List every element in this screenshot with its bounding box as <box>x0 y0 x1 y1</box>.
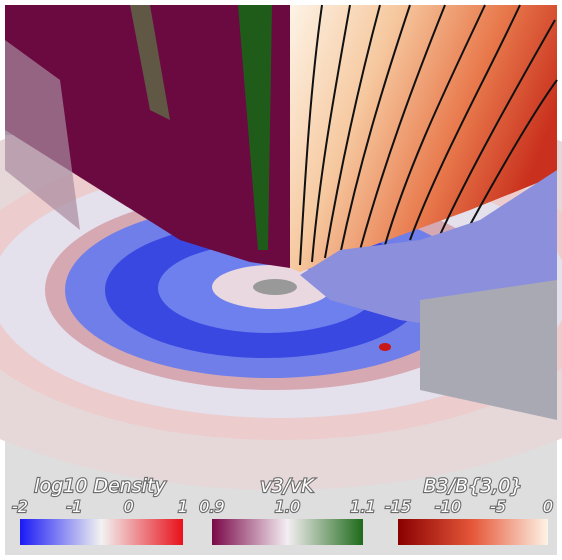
colorbar-tick-label: -5 <box>490 497 506 516</box>
colorbar-title: log10 Density <box>34 475 166 497</box>
colorbar-tick-label: 0 <box>124 497 134 516</box>
v3-streak <box>238 5 272 250</box>
colorbar-tick-label: 0 <box>543 497 553 516</box>
field-lines <box>299 4 558 266</box>
colorbar-tick-label: 1.0 <box>275 497 300 516</box>
colorbar-title: B3/B{3,0} <box>424 475 523 497</box>
colorbar-tick-label: -10 <box>435 497 461 516</box>
colorbar-tick-label: 1 <box>178 497 188 516</box>
v3-streak <box>5 40 80 230</box>
red-spot <box>379 343 391 351</box>
colorbar <box>212 519 363 545</box>
v3-streak <box>130 5 170 120</box>
colorbar-title: v3/vK <box>260 475 315 497</box>
disk-hole <box>253 279 297 295</box>
colorbar-tick-label: 1.1 <box>350 497 375 516</box>
v3-slice <box>5 5 290 268</box>
colorbar-tick-label: -2 <box>12 497 28 516</box>
colorbar-tick-label: 0.9 <box>199 497 224 516</box>
colorbar-tick-label: -15 <box>385 497 411 516</box>
colorbar <box>20 519 183 545</box>
colorbar-tick-label: -1 <box>66 497 82 516</box>
colorbar <box>398 519 548 545</box>
gray-structure <box>420 280 557 420</box>
